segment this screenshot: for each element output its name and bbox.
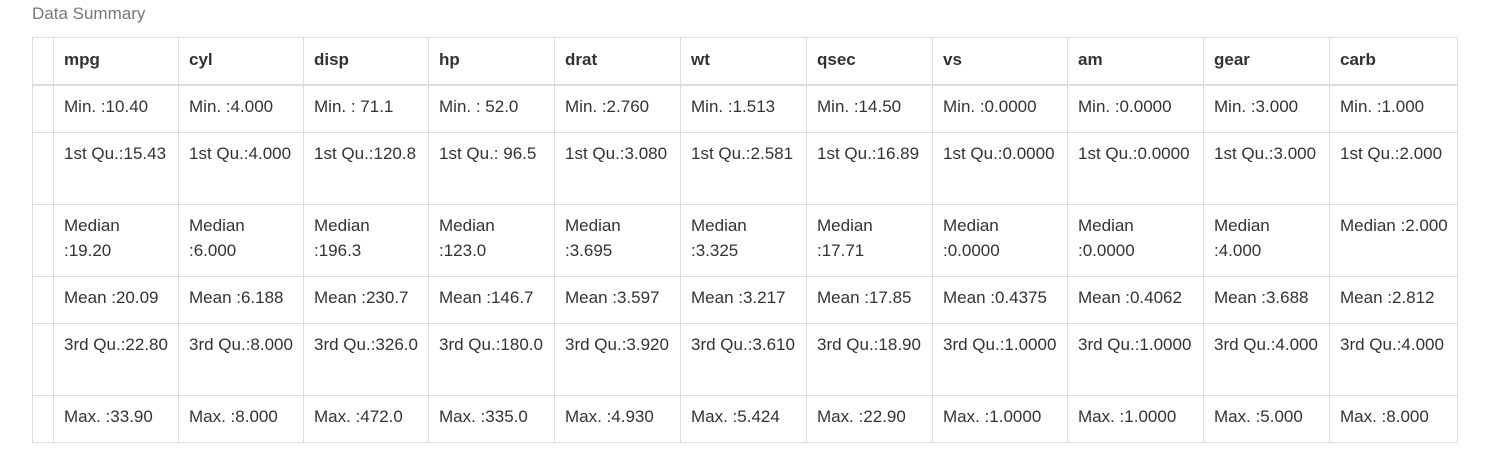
- column-header-am[interactable]: am: [1067, 37, 1204, 86]
- table-cell: Median :19.20: [53, 204, 179, 277]
- table-cell: Min. :10.40: [53, 84, 179, 133]
- table-cell: 1st Qu.:15.43: [53, 132, 179, 205]
- table-row: 1st Qu.:15.43 1st Qu.:4.000 1st Qu.:120.…: [32, 132, 1458, 205]
- table-cell: 3rd Qu.:326.0: [303, 323, 429, 396]
- column-header-qsec[interactable]: qsec: [806, 37, 933, 86]
- table-cell: 3rd Qu.:4.000: [1203, 323, 1330, 396]
- table-cell: Mean :3.217: [680, 276, 807, 324]
- table-cell: Median :17.71: [806, 204, 933, 277]
- column-header-hp[interactable]: hp: [428, 37, 555, 86]
- table-cell: 3rd Qu.:3.610: [680, 323, 807, 396]
- table-row: Max. :33.90 Max. :8.000 Max. :472.0 Max.…: [32, 395, 1458, 443]
- table-cell: 1st Qu.:2.581: [680, 132, 807, 205]
- table-cell: 1st Qu.:0.0000: [932, 132, 1068, 205]
- table-cell: Median :4.000: [1203, 204, 1330, 277]
- table-cell: Mean :17.85: [806, 276, 933, 324]
- table-row: Mean :20.09 Mean :6.188 Mean :230.7 Mean…: [32, 276, 1458, 324]
- table-cell: Median :6.000: [178, 204, 304, 277]
- row-name-cell: [32, 395, 54, 443]
- table-row: 3rd Qu.:22.80 3rd Qu.:8.000 3rd Qu.:326.…: [32, 323, 1458, 396]
- table-cell: 3rd Qu.:22.80: [53, 323, 179, 396]
- table-cell: 1st Qu.:4.000: [178, 132, 304, 205]
- table-cell: Max. :5.424: [680, 395, 807, 443]
- table-cell: 1st Qu.:3.080: [554, 132, 681, 205]
- table-cell: Max. :8.000: [1329, 395, 1458, 443]
- table-row: Min. :10.40 Min. :4.000 Min. : 71.1 Min.…: [32, 84, 1458, 133]
- row-name-cell: [32, 276, 54, 324]
- table-cell: Median :196.3: [303, 204, 429, 277]
- table-cell: Mean :0.4062: [1067, 276, 1204, 324]
- table-cell: Mean :6.188: [178, 276, 304, 324]
- table-cell: Min. :0.0000: [932, 84, 1068, 133]
- table-cell: Median :123.0: [428, 204, 555, 277]
- table-cell: Mean :146.7: [428, 276, 555, 324]
- table-cell: Min. : 71.1: [303, 84, 429, 133]
- row-name-cell: [32, 204, 54, 277]
- column-header-disp[interactable]: disp: [303, 37, 429, 86]
- table-cell: 3rd Qu.:4.000: [1329, 323, 1458, 396]
- table-cell: Mean :0.4375: [932, 276, 1068, 324]
- column-header-cyl[interactable]: cyl: [178, 37, 304, 86]
- table-cell: 3rd Qu.:18.90: [806, 323, 933, 396]
- table-cell: 1st Qu.:16.89: [806, 132, 933, 205]
- table-cell: Max. :1.0000: [932, 395, 1068, 443]
- row-name-cell: [32, 132, 54, 205]
- table-cell: Median :0.0000: [932, 204, 1068, 277]
- table-cell: Median :3.325: [680, 204, 807, 277]
- column-header-carb[interactable]: carb: [1329, 37, 1458, 86]
- table-cell: Min. :14.50: [806, 84, 933, 133]
- table-cell: 1st Qu.:120.8: [303, 132, 429, 205]
- table-cell: Min. :2.760: [554, 84, 681, 133]
- table-cell: 3rd Qu.:8.000: [178, 323, 304, 396]
- column-header-mpg[interactable]: mpg: [53, 37, 179, 86]
- table-cell: Max. :22.90: [806, 395, 933, 443]
- table-cell: 1st Qu.:0.0000: [1067, 132, 1204, 205]
- table-cell: Max. :33.90: [53, 395, 179, 443]
- table-cell: 1st Qu.:2.000: [1329, 132, 1458, 205]
- table-cell: Median :0.0000: [1067, 204, 1204, 277]
- table-row: Median :19.20 Median :6.000 Median :196.…: [32, 204, 1458, 277]
- row-name-cell: [32, 323, 54, 396]
- column-header-drat[interactable]: drat: [554, 37, 681, 86]
- table-cell: Mean :3.597: [554, 276, 681, 324]
- table-cell: Min. :1.513: [680, 84, 807, 133]
- table-cell: Mean :3.688: [1203, 276, 1330, 324]
- column-header-gear[interactable]: gear: [1203, 37, 1330, 86]
- table-cell: Min. :0.0000: [1067, 84, 1204, 133]
- table-cell: Max. :335.0: [428, 395, 555, 443]
- table-cell: Mean :20.09: [53, 276, 179, 324]
- table-cell: Median :3.695: [554, 204, 681, 277]
- column-header-vs[interactable]: vs: [932, 37, 1068, 86]
- table-cell: Max. :5.000: [1203, 395, 1330, 443]
- table-cell: Min. : 52.0: [428, 84, 555, 133]
- table-cell: Max. :472.0: [303, 395, 429, 443]
- data-summary-table: mpg cyl disp hp drat wt qsec vs am gear …: [32, 37, 1458, 443]
- table-cell: 1st Qu.: 96.5: [428, 132, 555, 205]
- table-cell: 3rd Qu.:1.0000: [1067, 323, 1204, 396]
- column-header-rowname: [32, 37, 54, 86]
- table-cell: 3rd Qu.:3.920: [554, 323, 681, 396]
- column-header-wt[interactable]: wt: [680, 37, 807, 86]
- table-cell: Max. :1.0000: [1067, 395, 1204, 443]
- table-cell: Max. :8.000: [178, 395, 304, 443]
- table-cell: Max. :4.930: [554, 395, 681, 443]
- table-cell: Min. :3.000: [1203, 84, 1330, 133]
- table-cell: Min. :4.000: [178, 84, 304, 133]
- table-cell: Min. :1.000: [1329, 84, 1458, 133]
- table-header-row: mpg cyl disp hp drat wt qsec vs am gear …: [32, 37, 1458, 86]
- table-cell: Mean :2.812: [1329, 276, 1458, 324]
- table-cell: 1st Qu.:3.000: [1203, 132, 1330, 205]
- table-cell: Median :2.000: [1329, 204, 1458, 277]
- table-cell: 3rd Qu.:1.0000: [932, 323, 1068, 396]
- table-cell: Mean :230.7: [303, 276, 429, 324]
- row-name-cell: [32, 84, 54, 133]
- table-cell: 3rd Qu.:180.0: [428, 323, 555, 396]
- table-caption: Data Summary: [32, 4, 146, 23]
